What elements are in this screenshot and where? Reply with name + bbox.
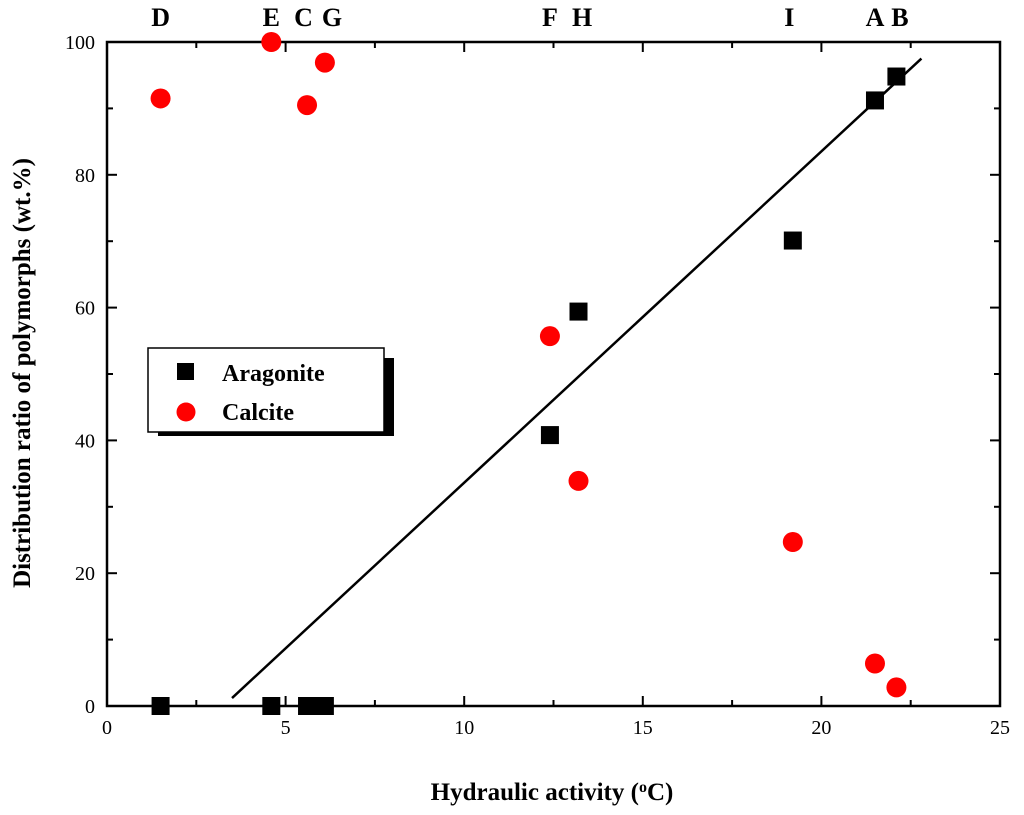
calcite-point (539, 326, 560, 347)
aragonite-point (298, 697, 317, 715)
y-tick-label: 20 (75, 563, 95, 585)
aragonite-point (783, 231, 802, 250)
y-axis-ticks: 0 20 40 60 80 100 (65, 32, 1000, 718)
legend-aragonite-marker (177, 363, 194, 380)
calcite-point (568, 470, 589, 491)
aragonite-point (315, 697, 334, 715)
x-axis-title: Hydraulic activity (oC) (431, 779, 674, 807)
x-tick-label: 0 (102, 717, 112, 739)
legend-aragonite-label: Aragonite (222, 361, 325, 387)
aragonite-point (262, 697, 281, 715)
legend-calcite-label: Calcite (222, 400, 294, 426)
legend-calcite-marker (176, 402, 196, 422)
y-tick-label: 60 (75, 298, 95, 320)
aragonite-point (887, 67, 906, 86)
x-axis-title-superscript: o (639, 779, 647, 796)
sample-label-I: I (784, 3, 794, 32)
calcite-point (297, 95, 318, 116)
calcite-point (782, 531, 803, 552)
sample-label-E: E (263, 3, 280, 32)
calcite-point (261, 32, 282, 52)
sample-label-C: C (294, 3, 313, 32)
calcite-point (886, 677, 907, 698)
sample-label-G: G (322, 3, 342, 32)
y-tick-label: 40 (75, 430, 95, 452)
aragonite-point (151, 697, 170, 715)
aragonite-point (540, 426, 559, 445)
x-tick-label: 15 (633, 717, 653, 739)
x-tick-label: 10 (454, 717, 474, 739)
sample-label-D: D (151, 3, 170, 32)
linear-fit-line (231, 57, 923, 699)
x-tick-label: 20 (811, 717, 831, 739)
sample-label-A: A (866, 3, 885, 32)
calcite-point (314, 52, 335, 73)
y-tick-label: 80 (75, 165, 95, 187)
aragonite-point (865, 91, 884, 110)
x-axis-ticks: 0 5 10 15 20 25 (102, 42, 1010, 739)
sample-label-H: H (572, 3, 592, 32)
data-markers (150, 32, 907, 715)
y-tick-label: 100 (65, 32, 95, 54)
y-tick-label: 0 (85, 696, 95, 718)
sample-label-B: B (891, 3, 908, 32)
calcite-point (864, 653, 885, 674)
aragonite-point (569, 302, 588, 321)
calcite-point (150, 88, 171, 109)
x-axis-title-unit: C) (647, 779, 673, 806)
x-axis-title-text: Hydraulic activity ( (431, 779, 639, 806)
x-tick-label: 25 (990, 717, 1010, 739)
y-axis-title: Distribution ratio of polymorphs (wt.%) (9, 158, 36, 588)
legend: Aragonite Calcite (147, 347, 394, 436)
x-tick-label: 5 (281, 717, 291, 739)
sample-label-F: F (542, 3, 558, 32)
